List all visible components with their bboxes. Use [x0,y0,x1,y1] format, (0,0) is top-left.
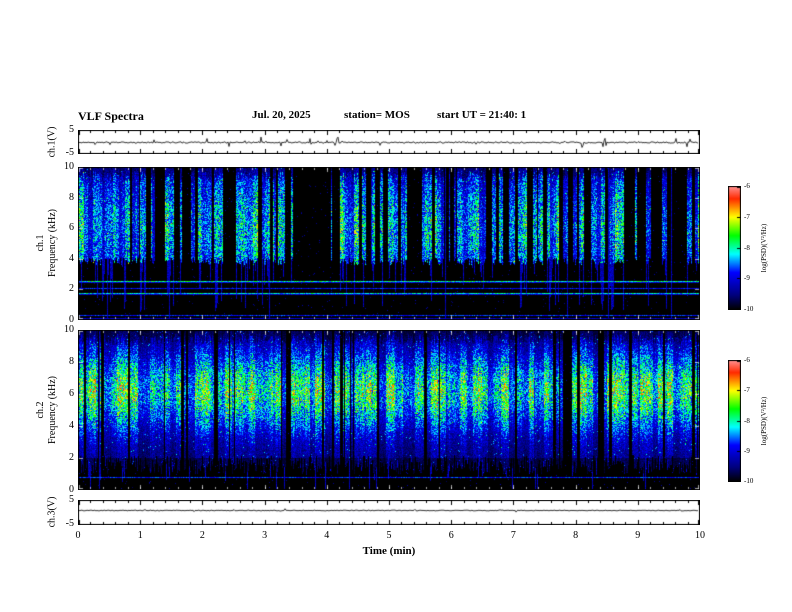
ch1-spectrogram-y-tick-label: 10 [64,161,74,172]
ch3-waveform-y-tick-label: -5 [65,518,74,529]
ch1-channel-label: ch.1 [35,234,46,252]
ch1-spectrogram-colorbar-tick-label: -7 [744,212,750,221]
x-tick-label: 8 [573,530,579,541]
x-tick-label: 4 [324,530,330,541]
ch1-spectrogram-ylabel: ch.1 Frequency (kHz) [35,209,59,277]
figure-start-ut: start UT = 21:40: 1 [437,109,527,121]
ch1-spectrogram-colorbar-tick-label: -8 [744,243,750,252]
x-tick-label: 2 [199,530,205,541]
x-tick-label: 5 [386,530,392,541]
ch2-spectrogram-colorbar-tick-label: -9 [744,446,750,455]
x-tick-label: 1 [137,530,143,541]
ch2-spectrogram-y-tick-label: 10 [64,324,74,335]
ch1-spectrogram-y-tick-label: 0 [69,314,74,325]
colorbar1-canvas [728,186,741,310]
ch1-spectrogram-colorbar-tick-label: -6 [744,182,750,190]
ch2-spectrogram-canvas [78,330,700,490]
figure-title: VLF Spectra [78,109,144,123]
ch1-spectrogram-y-tick-label: 2 [69,283,74,295]
ch3-waveform-canvas [78,500,700,525]
ch1-spectrogram-colorbar-tick-label: -9 [744,274,750,283]
ch1-spectrogram-colorbar-tick-label: -10 [744,305,754,313]
x-tick-label: 7 [510,530,516,541]
ch2-spectrogram-y-tick-label: 4 [69,420,74,431]
ch2-frequency-axis-label: Frequency (kHz) [47,375,58,445]
ch1-spectrogram-y-tick-label: 8 [69,191,74,203]
ch1-waveform-canvas [78,130,700,154]
ch2-spectrogram-ylabel: ch.2 Frequency (kHz) [35,376,59,444]
ch2-spectrogram-y-tick-label: 8 [69,356,74,367]
ch1-waveform-y-tick-label: 5 [69,124,74,135]
x-tick-label: 0 [75,530,81,541]
x-tick-label: 3 [262,530,268,541]
ch1-spectrogram-canvas [78,167,700,320]
ch2-channel-label: ch.2 [35,401,46,419]
x-tick-label: 10 [695,530,705,541]
ch1-waveform-y-tick-label: -5 [65,147,74,158]
ch2-spectrogram-colorbar-tick-label: -6 [744,356,750,364]
ch2-spectrogram-colorbar-tick-label: -10 [744,477,754,485]
ch2-spectrogram-y-tick-label: 6 [69,388,74,399]
figure-station: station= MOS [344,109,410,121]
time-axis-label: Time (min) [362,545,416,557]
ch1-frequency-axis-label: Frequency (kHz) [47,208,58,278]
ch1-spectrogram-y-tick-label: 4 [69,252,74,264]
ch3-waveform-y-tick-label: 5 [69,494,74,505]
x-tick-label: 9 [635,530,641,541]
ch1-spectrogram-y-tick-label: 6 [69,222,74,234]
ch2-spectrogram-colorbar-tick-label: -8 [744,416,750,425]
ch2-spectrogram-y-tick-label: 0 [69,484,74,495]
figure-date: Jul. 20, 2025 [252,109,311,121]
ch2-spectrogram-y-tick-label: 2 [69,452,74,463]
x-tick-label: 6 [448,530,454,541]
colorbar2-canvas [728,360,741,482]
ch2-spectrogram-colorbar-tick-label: -7 [744,386,750,395]
